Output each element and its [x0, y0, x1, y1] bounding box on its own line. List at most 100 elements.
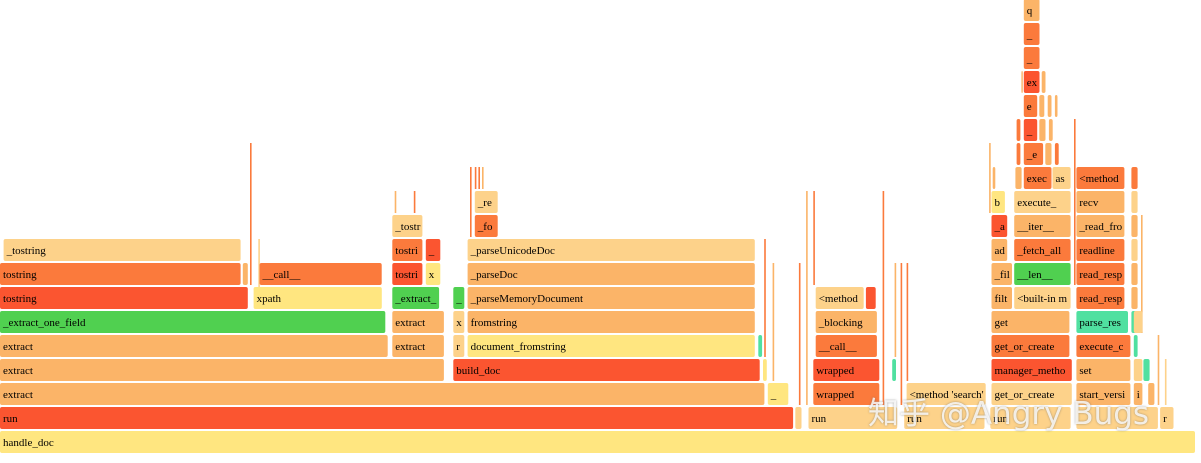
flame-frame[interactable]: _parseUnicodeDoc_parseUnicodeDoc	[467, 239, 755, 261]
flame-frame[interactable]: manager_methomanager_method	[991, 359, 1072, 381]
flame-frame[interactable]: read_respread_response	[1076, 287, 1125, 309]
flame-frame[interactable]: _e_ex	[1023, 143, 1044, 165]
frame-bar[interactable]	[991, 239, 1008, 261]
flame-frame[interactable]: <	[242, 263, 248, 285]
flame-frame[interactable]: exexe	[1023, 71, 1040, 93]
frame-bar[interactable]	[1016, 143, 1021, 165]
frame-bar[interactable]	[253, 287, 382, 309]
frame-bar[interactable]	[1023, 23, 1040, 45]
frame-bar[interactable]	[1076, 311, 1128, 333]
frame-bar[interactable]	[1076, 215, 1125, 237]
frame-bar[interactable]	[467, 335, 755, 357]
flame-frame[interactable]	[1021, 71, 1023, 93]
frame-bar[interactable]	[0, 407, 794, 429]
frame-bar[interactable]	[392, 287, 440, 309]
frame-bar[interactable]	[991, 311, 1070, 333]
frame-bar[interactable]	[1047, 95, 1052, 117]
flame-frame[interactable]: _re_read	[474, 191, 498, 213]
frame-bar[interactable]	[1076, 263, 1125, 285]
frame-bar[interactable]	[453, 335, 465, 357]
flame-frame[interactable]: __	[453, 287, 465, 309]
flame-frame[interactable]: z	[1133, 359, 1143, 381]
frame-bar[interactable]	[0, 359, 444, 381]
frame-bar[interactable]	[0, 383, 765, 405]
flame-frame[interactable]	[763, 359, 767, 381]
flame-frame[interactable]	[758, 335, 763, 357]
flame-frame[interactable]: xxp	[425, 263, 441, 285]
flame-frame[interactable]: _read_fro_read_from_socket	[1076, 215, 1125, 237]
frame-bar[interactable]	[1039, 119, 1046, 141]
flame-frame[interactable]: <	[1131, 167, 1138, 189]
flame-frame[interactable]: wrappedwrapped	[813, 359, 880, 381]
flame-frame[interactable]: r	[1131, 287, 1138, 309]
frame-bar[interactable]	[815, 287, 864, 309]
flame-frame[interactable]: _tostr_tostr	[392, 215, 423, 237]
frame-bar[interactable]	[259, 263, 382, 285]
flame-frame[interactable]	[1047, 95, 1052, 117]
flame-frame[interactable]: __iter____iter__	[1014, 215, 1071, 237]
flame-frame[interactable]: fromstringfromstring	[467, 311, 755, 333]
frame-bar[interactable]	[425, 239, 441, 261]
frame-bar[interactable]	[1076, 335, 1131, 357]
flame-frame[interactable]: <method<method	[1076, 167, 1125, 189]
frame-bar[interactable]	[1016, 119, 1021, 141]
frame-bar[interactable]	[467, 263, 755, 285]
frame-bar[interactable]	[1076, 383, 1131, 405]
frame-bar[interactable]	[758, 335, 763, 357]
flame-frame[interactable]: __call____call__	[259, 263, 382, 285]
flame-frame[interactable]: execute_cexecute_command	[1076, 335, 1131, 357]
frame-bar[interactable]	[991, 263, 1013, 285]
flame-frame[interactable]: get_or_createget_or_create	[991, 383, 1072, 405]
frame-bar[interactable]	[991, 287, 1013, 309]
frame-bar[interactable]	[242, 263, 248, 285]
frame-bar[interactable]	[795, 407, 802, 429]
flame-frame[interactable]: xxp	[453, 311, 465, 333]
frame-bar[interactable]	[1133, 311, 1143, 333]
frame-bar[interactable]	[1076, 167, 1125, 189]
flame-frame[interactable]: r	[795, 407, 802, 429]
frame-bar[interactable]	[990, 407, 1071, 429]
frame-bar[interactable]	[474, 215, 498, 237]
flame-frame[interactable]: tostritostrin	[392, 239, 423, 261]
frame-bar[interactable]	[991, 335, 1070, 357]
flame-frame[interactable]: getget	[991, 311, 1070, 333]
frame-bar[interactable]	[815, 335, 877, 357]
flame-frame[interactable]: _blocking_blocking	[815, 311, 877, 333]
frame-bar[interactable]	[0, 287, 248, 309]
frame-bar[interactable]	[1143, 359, 1150, 381]
flame-frame[interactable]: asas_	[1052, 167, 1071, 189]
frame-bar[interactable]	[392, 215, 423, 237]
flame-frame[interactable]: r	[1131, 215, 1138, 237]
frame-bar[interactable]	[991, 359, 1072, 381]
flame-frame[interactable]: execute_execute_	[1014, 191, 1071, 213]
frame-bar[interactable]	[1021, 71, 1023, 93]
flame-frame[interactable]: __q	[1023, 47, 1040, 69]
flame-frame[interactable]: _parseMemoryDocument_parseMemoryDocument	[467, 287, 755, 309]
frame-bar[interactable]	[392, 239, 423, 261]
flame-frame[interactable]: rr	[1160, 407, 1174, 429]
flame-frame[interactable]: <	[865, 287, 876, 309]
frame-bar[interactable]	[453, 359, 760, 381]
frame-bar[interactable]	[1023, 143, 1044, 165]
frame-bar[interactable]	[1133, 383, 1143, 405]
flame-frame[interactable]	[1039, 95, 1045, 117]
flame-frame[interactable]	[1148, 383, 1155, 405]
frame-bar[interactable]	[991, 215, 1008, 237]
flame-frame[interactable]: ii	[1133, 383, 1143, 405]
flame-frame[interactable]: <built-in m<built-in method	[1014, 287, 1071, 309]
frame-bar[interactable]	[3, 239, 241, 261]
frame-bar[interactable]	[992, 167, 996, 189]
frame-bar[interactable]	[1133, 335, 1138, 357]
frame-bar[interactable]	[1148, 383, 1155, 405]
frame-bar[interactable]	[1131, 239, 1138, 261]
flame-frame[interactable]: _tostring_tostring	[3, 239, 241, 261]
frame-bar[interactable]	[1023, 95, 1038, 117]
frame-bar[interactable]	[1076, 239, 1125, 261]
